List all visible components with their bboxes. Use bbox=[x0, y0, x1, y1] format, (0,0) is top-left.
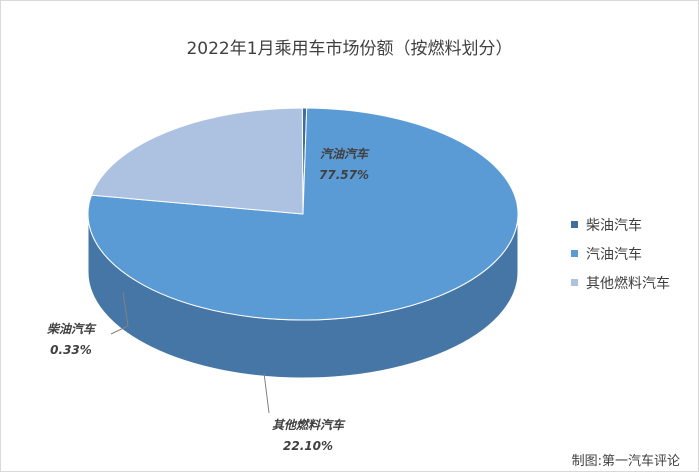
slice-label-gasoline: 汽油汽车 77.57% bbox=[294, 144, 394, 186]
slice-label-diesel-value: 0.33% bbox=[50, 343, 92, 357]
legend-swatch-other bbox=[571, 279, 578, 286]
legend-label-other: 其他燃料汽车 bbox=[586, 275, 670, 292]
legend-item-diesel: 柴油汽车 bbox=[571, 217, 670, 234]
legend-swatch-gasoline bbox=[571, 250, 578, 257]
slice-label-other-name: 其他燃料汽车 bbox=[271, 418, 344, 432]
legend-item-other: 其他燃料汽车 bbox=[571, 275, 670, 292]
chart-title: 2022年1月乘用车市场份额（按燃料划分） bbox=[186, 39, 513, 59]
slice-label-gasoline-value: 77.57% bbox=[319, 168, 369, 182]
legend-label-gasoline: 汽油汽车 bbox=[586, 246, 642, 263]
chart-legend: 柴油汽车 汽油汽车 其他燃料汽车 bbox=[571, 217, 670, 304]
leader-line-other bbox=[263, 372, 270, 414]
legend-item-gasoline: 汽油汽车 bbox=[571, 246, 670, 263]
slice-label-gasoline-name: 汽油汽车 bbox=[319, 147, 368, 161]
slice-label-other-value: 22.10% bbox=[283, 439, 333, 453]
source-note: 制图:第一汽车评论 bbox=[571, 454, 680, 469]
slice-label-diesel: 柴油汽车 0.33% bbox=[31, 319, 111, 361]
slice-label-diesel-name: 柴油汽车 bbox=[46, 322, 95, 336]
legend-label-diesel: 柴油汽车 bbox=[586, 217, 642, 234]
leader-line-diesel bbox=[110, 291, 129, 335]
legend-swatch-diesel bbox=[571, 221, 578, 228]
slice-label-other: 其他燃料汽车 22.10% bbox=[253, 415, 363, 457]
pie-slice-other bbox=[90, 107, 304, 215]
